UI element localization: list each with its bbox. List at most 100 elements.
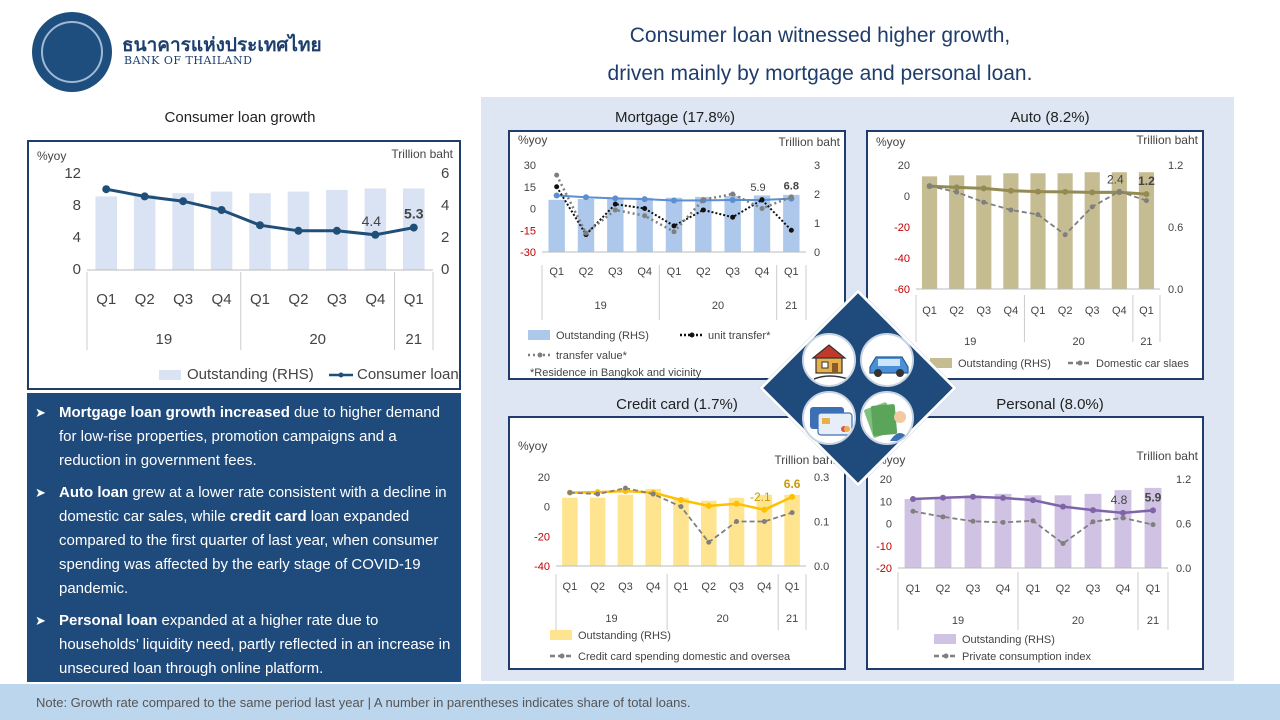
y-axis-label-right: Trillion baht (774, 453, 836, 467)
bar (249, 193, 271, 270)
bar (172, 193, 194, 270)
data-point (1120, 509, 1126, 516)
x-tick-label: Q3 (725, 266, 740, 278)
data-point (730, 191, 736, 197)
x-group-label: 20 (1072, 615, 1084, 627)
legend-label: transfer value* (556, 350, 628, 362)
y-tick-left: 15 (524, 182, 536, 194)
x-group-label: 20 (1073, 336, 1085, 348)
data-point (641, 196, 648, 203)
legend-marker (559, 653, 565, 659)
bar (1138, 172, 1155, 289)
y-axis-label-left: %yoy (876, 135, 905, 149)
x-tick-label: Q1 (906, 583, 921, 595)
data-point (642, 206, 648, 211)
y-tick-left: 0 (544, 502, 550, 514)
auto-panel-title: Auto (8.2%) (1010, 109, 1090, 126)
page-title-line2: driven mainly by mortgage and personal l… (607, 62, 1033, 85)
footer-note: Note: Growth rate compared to the same p… (0, 684, 1280, 720)
money-icon (860, 391, 914, 445)
credit-panel-title: Credit card (1.7%) (616, 396, 738, 413)
data-point (140, 192, 149, 201)
data-point (954, 189, 960, 195)
house-icon (802, 333, 856, 387)
personal-panel-title: Personal (8.0%) (996, 396, 1104, 413)
y-tick-right: 1.2 (1176, 474, 1191, 486)
auto-chart-panel: %yoy Trillion baht 20 0 -20 -40 -60 1.2 0.6 0.0 2.… (866, 130, 1204, 380)
data-point (788, 194, 794, 200)
data-point (788, 227, 794, 233)
data-point (650, 491, 656, 497)
y-tick-left: -10 (876, 541, 892, 553)
data-point (332, 226, 341, 235)
data-point (1143, 198, 1149, 204)
x-tick-label: Q4 (755, 266, 770, 278)
y-tick-left: 20 (880, 474, 892, 486)
bar (994, 493, 1012, 568)
y-tick-right: 6 (441, 165, 449, 182)
credit-card-icon (802, 391, 856, 445)
x-tick-label: Q1 (785, 581, 800, 593)
data-label: 5.9 (1145, 490, 1162, 504)
data-point (1143, 191, 1150, 198)
bar (1111, 172, 1127, 289)
x-tick-label: Q3 (1086, 583, 1101, 595)
legend-label: Credit card spending domestic and overse… (578, 651, 791, 663)
page-title-line1: Consumer loan witnessed higher growth, (629, 24, 1011, 47)
personal-chart: %yoy Trillion baht20100-10-201.20.60.04.8… (876, 449, 1199, 663)
bar (949, 175, 965, 289)
x-tick-label: Q4 (646, 581, 661, 593)
x-tick-label: Q1 (250, 291, 270, 308)
y-tick-left: 0 (73, 261, 81, 278)
legend-swatch (930, 358, 952, 368)
data-point (294, 226, 303, 235)
y-axis-label-left: %yoy (518, 439, 547, 453)
y-tick-left: 30 (524, 160, 536, 172)
bar (1084, 493, 1102, 568)
data-point (678, 504, 684, 510)
y-tick-left: -15 (520, 225, 536, 237)
y-tick-right: 0.0 (1168, 284, 1183, 296)
data-point (761, 519, 767, 524)
legend-label: Private consumption index (962, 651, 1092, 663)
data-point (1060, 541, 1066, 547)
y-tick-left: 12 (64, 165, 81, 182)
x-tick-label: Q4 (212, 291, 232, 308)
data-point (1035, 188, 1041, 195)
data-point (622, 485, 628, 491)
x-tick-label: Q1 (784, 266, 799, 278)
bar (921, 176, 938, 289)
logo-english-text: BANK OF THAILAND (124, 54, 253, 67)
data-point (409, 223, 418, 232)
x-tick-label: Q3 (966, 583, 981, 595)
data-point (1089, 204, 1095, 210)
x-group-label: 19 (156, 331, 173, 348)
y-tick-right: 1 (814, 218, 820, 230)
data-point (733, 500, 740, 507)
legend-label: Consumer loan (357, 366, 459, 383)
y-tick-left: 20 (538, 472, 550, 484)
bar (753, 195, 771, 252)
legend-marker (943, 653, 949, 659)
x-tick-label: Q1 (96, 291, 116, 308)
data-point (1000, 494, 1006, 501)
y-tick-left: -20 (894, 222, 910, 234)
data-point (1035, 212, 1041, 218)
x-tick-label: Q4 (1004, 305, 1019, 317)
bar (976, 175, 992, 289)
y-tick-left: -40 (894, 253, 910, 265)
x-tick-label: Q3 (608, 266, 623, 278)
credit-chart-panel: %yoy Trillion baht 20 0 -20 -40 0.3 0.1 0.0 -2.1 6… (508, 416, 846, 670)
y-tick-left: -60 (894, 284, 910, 296)
mortgage-chart-panel: %yoy Trillion baht 30 15 0 -15 -30 3 2 1 0 5.9 6.8 Q1… (508, 130, 846, 380)
y-tick-right: 4 (441, 197, 449, 214)
bar (645, 488, 661, 566)
legend-label: unit transfer* (708, 330, 771, 342)
x-tick-label: Q4 (1116, 583, 1131, 595)
data-label: 5.3 (404, 206, 424, 222)
data-point (940, 514, 946, 520)
data-point (371, 230, 380, 239)
bar (904, 499, 922, 568)
bar (95, 196, 117, 270)
data-point (761, 506, 768, 513)
